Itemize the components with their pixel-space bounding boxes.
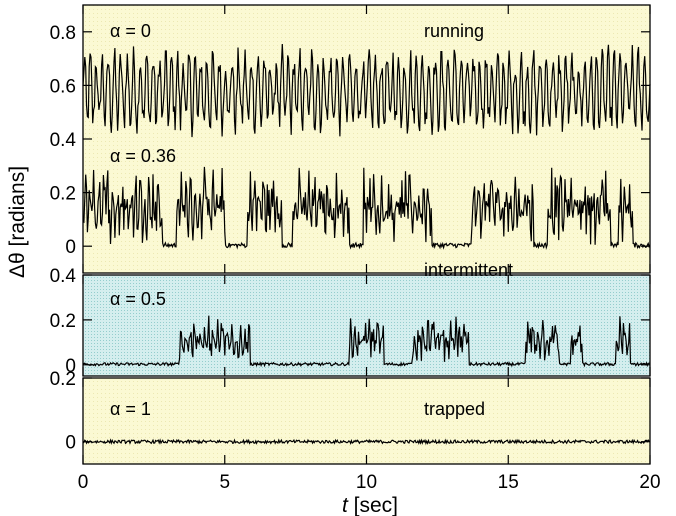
- annotation-running: running: [424, 21, 484, 41]
- lower-panel-background: [83, 378, 650, 464]
- y-axis-title: Δθ [radians]: [6, 166, 29, 278]
- x-tick-label-2: 10: [356, 472, 377, 493]
- y-tick-label-lower-0: 0: [65, 433, 76, 454]
- y-tick-label-middle-0: 0: [65, 356, 76, 377]
- x-tick-label-1: 5: [219, 472, 230, 493]
- series-label-alpha-05: α = 0.5: [110, 289, 166, 309]
- trace-lower-0: [82, 438, 651, 446]
- series-label-alpha-1: α = 1: [110, 399, 151, 419]
- y-tick-label-upper-0: 0: [65, 237, 76, 258]
- y-tick-label-middle-1: 0.2: [50, 311, 76, 332]
- traces: [82, 43, 651, 446]
- ticks: 00.20.40.60.800.20.400.20 5 10 15 20: [50, 5, 661, 493]
- middle-panel-background: [83, 275, 650, 376]
- y-tick-label-middle-2: 0.4: [50, 266, 77, 287]
- y-tick-label-upper-2: 0.4: [50, 130, 77, 151]
- x-axis-title: t [sec]: [342, 494, 398, 516]
- y-tick-label-lower-1: 0.2: [50, 369, 76, 390]
- x-tick-label-3: 15: [498, 472, 519, 493]
- y-tick-label-upper-1: 0.2: [50, 184, 76, 205]
- annotation-intermittent: intermittent: [424, 260, 513, 280]
- x-tick-label-0: 0: [78, 472, 89, 493]
- series-label-alpha-036: α = 0.36: [110, 146, 176, 166]
- trace-upper-1: [82, 166, 651, 250]
- trace-middle-0: [82, 315, 651, 368]
- trace-upper-0: [82, 43, 651, 138]
- annotation-trapped: trapped: [424, 399, 485, 419]
- y-tick-label-upper-3: 0.6: [50, 76, 76, 97]
- x-tick-label-4: 20: [639, 472, 660, 493]
- y-tick-label-upper-4: 0.8: [50, 23, 76, 44]
- series-label-alpha-0: α = 0: [110, 21, 151, 41]
